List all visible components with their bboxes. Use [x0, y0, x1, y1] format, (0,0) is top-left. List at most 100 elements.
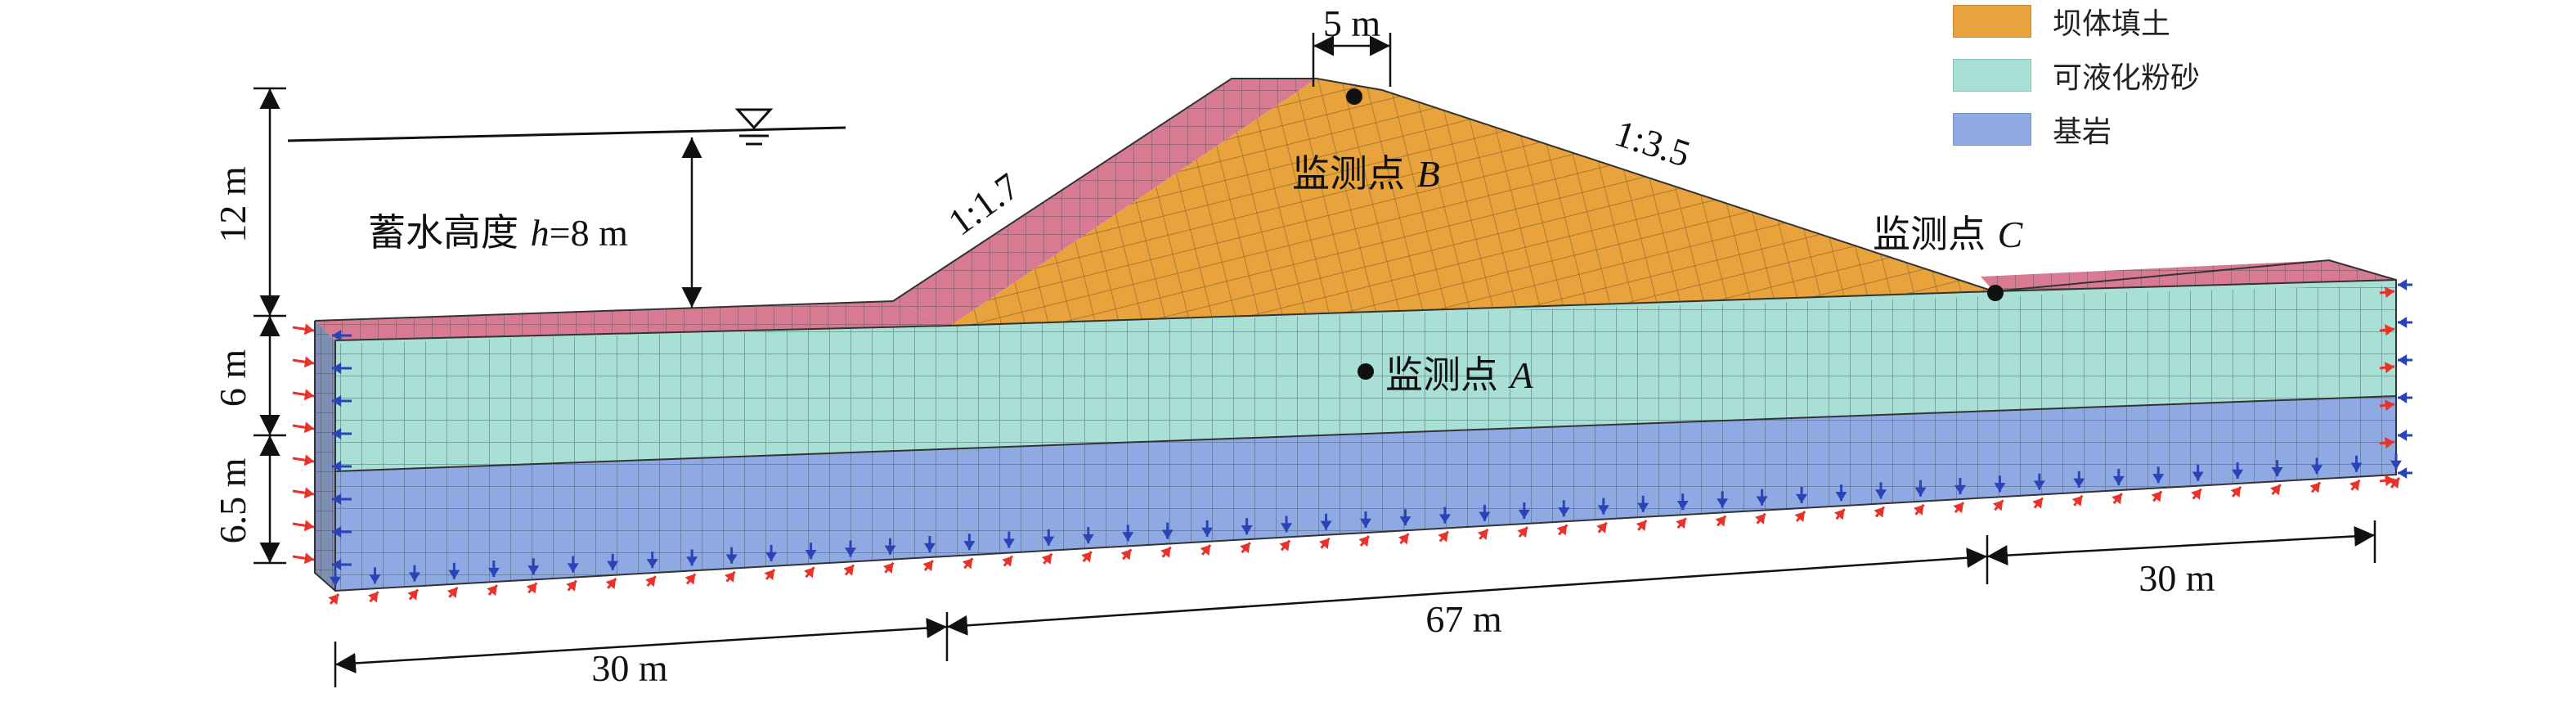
bottom-constraint-arrow-red-head [1556, 525, 1568, 536]
bottom-constraint-arrow-red-head [328, 594, 339, 606]
bottom-constraint-arrow-red-head [1596, 522, 1607, 534]
bottom-constraint-arrow-blue-head [408, 572, 420, 582]
legend-item-silt: 可液化粉砂 [1953, 54, 2200, 97]
monitoring-point-b-marker [1346, 88, 1362, 105]
bottom-constraint-arrow-red-head [1676, 518, 1686, 529]
bottom-constraint-arrow-red-head [1398, 534, 1409, 545]
bottom-length-dimensions [334, 520, 2376, 687]
dim-6-5m-label: 6.5 m [212, 457, 254, 543]
monitoring-point-a-marker [1358, 363, 1374, 380]
left-constraint-arrow-red-head [303, 454, 314, 466]
bottom-constraint-arrow-red-head [1438, 531, 1448, 543]
bottom-constraint-arrow-red-head [2071, 495, 2083, 507]
bottom-constraint-arrow-red-head [2349, 480, 2360, 491]
bottom-constraint-arrow-blue-head [1717, 498, 1729, 508]
bottom-constraint-arrow-blue-head [805, 550, 817, 560]
bottom-constraint-arrow-red-head [725, 571, 735, 583]
left-constraint-arrow-red-head [303, 356, 314, 368]
right-constraint-arrow-red-head [2385, 362, 2394, 374]
left-constraint-arrow-red-head [303, 552, 314, 565]
bottom-constraint-arrow-blue-head [2033, 480, 2045, 490]
water-height-label: 蓄水高度 h=8 m [368, 210, 628, 254]
bottom-boundary-constraints [328, 453, 2402, 606]
legend-item-bedrock: 基岩 [1953, 108, 2112, 151]
bottom-constraint-arrow-blue-head [845, 547, 856, 557]
crest-width-label: 5 m [1323, 2, 1381, 44]
legend-swatch-fill [1953, 5, 2031, 38]
bottom-constraint-arrow-blue-head [1201, 527, 1214, 537]
bottom-constraint-arrow-red-head [1992, 500, 2004, 511]
right-constraint-arrow-red-head [2385, 437, 2394, 449]
water-height-h: h [531, 212, 550, 254]
bottom-constraint-arrow-blue-head [1082, 534, 1094, 544]
bottom-constraint-arrow-blue-head [1360, 518, 1371, 528]
bottom-constraint-arrow-blue-head [765, 552, 778, 561]
bottom-constraint-arrow-blue-head [1281, 523, 1293, 533]
bottom-constraint-arrow-red-head [882, 562, 894, 574]
bottom-constraint-arrow-red-head [1794, 511, 1806, 523]
bottom-constraint-arrow-blue-head [369, 574, 381, 584]
left-boundary-constraints [292, 323, 352, 570]
bottom-constraint-arrow-blue-head [1241, 525, 1253, 535]
bottom-constraint-arrow-blue-head [1914, 487, 1927, 497]
monitoring-point-a-label: 监测点 A [1385, 353, 1534, 397]
bottom-constraint-arrow-blue-head [1479, 511, 1491, 521]
bottom-constraint-arrow-red-head [1517, 527, 1528, 538]
monitoring-point-c-marker [1987, 285, 2004, 301]
bottom-constraint-arrow-blue-head [1043, 536, 1055, 546]
left-constraint-arrow-blue-head [332, 559, 342, 570]
legend-item-fill: 坝体填土 [1953, 0, 2170, 43]
legend-label-fill: 坝体填土 [2053, 7, 2171, 41]
bottom-constraint-arrow-red-head [2112, 493, 2122, 505]
bottom-constraint-arrow-red-head [2230, 486, 2242, 498]
right-boundary-constraints [2379, 279, 2412, 487]
bottom-constraint-arrow-blue-head [1994, 483, 2006, 493]
bottom-constraint-arrow-red-head [2270, 484, 2281, 496]
bottom-constraint-arrow-red-head [407, 589, 418, 601]
bottom-constraint-arrow-red-head [487, 585, 497, 597]
legend-label-bedrock: 基岩 [2053, 115, 2112, 149]
bottom-constraint-arrow-blue-head [1597, 505, 1609, 515]
legend-swatch-silt [1953, 59, 2031, 92]
legend-swatch-bedrock [1953, 113, 2031, 146]
bottom-constraint-arrow-blue-head [567, 563, 579, 573]
bottom-constraint-arrow-red-head [1913, 504, 1924, 516]
bottom-constraint-arrow-blue-head [923, 543, 936, 553]
bottom-constraint-arrow-blue-head [963, 541, 976, 551]
bottom-constraint-arrow-red-head [1477, 529, 1488, 540]
bottom-constraint-arrow-blue-head [2271, 466, 2283, 477]
left-constraint-arrow-blue-head [332, 526, 342, 538]
right-constraint-arrow-blue-head [2398, 467, 2408, 479]
left-constraint-arrow-red-head [303, 421, 314, 434]
bottom-constraint-arrow-red-head [2191, 489, 2201, 500]
bottom-constraint-arrow-red-head [684, 574, 696, 585]
bottom-constraint-arrow-blue-head [487, 567, 500, 578]
bottom-constraint-arrow-red-head [566, 580, 577, 592]
bottom-constraint-arrow-red-head [605, 578, 617, 589]
monitoring-point-b-label: 监测点 B [1292, 151, 1440, 196]
downstream-slope-label: 1:3.5 [1610, 112, 1695, 175]
bottom-constraint-arrow-red-head [526, 583, 537, 594]
dim-12m-label: 12 m [212, 166, 254, 243]
water-level-symbol [734, 108, 774, 146]
bottom-constraint-arrow-blue-head [1637, 502, 1649, 512]
right-constraint-arrow-red-head [2385, 324, 2394, 336]
bottom-constraint-arrow-blue-head [1122, 532, 1134, 542]
middle-length-label: 67 m [1425, 598, 1502, 640]
bottom-constraint-arrow-blue-head [884, 545, 896, 555]
left-constraint-arrow-red-head [303, 520, 314, 532]
left-constraint-arrow-red-head [303, 487, 314, 499]
bottom-constraint-arrow-red-head [1715, 516, 1726, 527]
bottom-constraint-arrow-blue-head [1003, 538, 1015, 548]
bottom-constraint-arrow-red-head [843, 565, 854, 576]
left-height-dimensions [254, 87, 286, 565]
right-constraint-arrow-red-head [2385, 475, 2394, 487]
bottom-constraint-arrow-red-head [1318, 538, 1330, 549]
left-constraint-arrow-blue-head [332, 395, 342, 407]
bottom-constraint-arrow-blue-head [527, 565, 540, 575]
left-length-label: 30 m [591, 647, 668, 689]
bottom-constraint-arrow-red-head [1755, 513, 1766, 525]
bottom-constraint-arrow-red-head [1874, 507, 1884, 518]
